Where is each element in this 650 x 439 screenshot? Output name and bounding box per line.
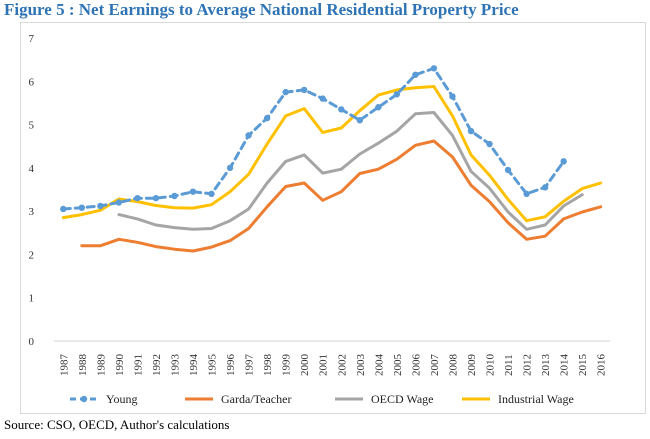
x-tick-label: 2016 [596, 354, 608, 377]
data-point-young [412, 71, 419, 78]
x-tick-label: 1987 [58, 354, 70, 377]
y-tick-label: 5 [29, 120, 35, 132]
data-point-young [486, 140, 493, 148]
data-point-young [541, 184, 549, 191]
x-tick-label: 1990 [114, 354, 126, 377]
legend-label-oecd-wage: OECD Wage [371, 392, 433, 406]
legend-label-young: Young [106, 392, 137, 406]
chart-frame [20, 22, 646, 414]
x-tick-label: 2005 [392, 354, 404, 377]
x-tick-label: 2013 [540, 354, 552, 377]
x-tick-label: 1992 [151, 354, 163, 376]
data-point-young [319, 95, 326, 102]
y-tick-label: 3 [29, 206, 35, 218]
data-point-young [467, 127, 475, 135]
data-point-young [134, 194, 141, 202]
data-point-young [78, 204, 86, 211]
data-point-young [375, 104, 382, 111]
x-tick-label: 1993 [169, 354, 181, 377]
data-point-young [152, 194, 160, 202]
data-point-young [301, 86, 308, 94]
data-point-young [504, 166, 512, 174]
figure-title: Figure 5 : Net Earnings to Average Natio… [4, 0, 519, 19]
x-tick-label: 2015 [577, 354, 589, 377]
y-tick-label: 2 [29, 249, 35, 261]
y-tick-label: 4 [29, 163, 35, 175]
legend-label-industrial-wage: Industrial Wage [498, 392, 574, 406]
data-point-young [245, 132, 252, 139]
x-tick-label: 1989 [95, 354, 107, 377]
x-tick-label: 2001 [318, 354, 330, 376]
y-tick-label: 1 [29, 293, 35, 305]
data-point-young [393, 91, 401, 98]
x-tick-label: 2002 [336, 354, 348, 376]
data-point-young [208, 190, 215, 198]
x-tick-label: 1988 [77, 354, 89, 377]
series-line-young [61, 66, 566, 211]
data-point-young [97, 202, 104, 210]
data-point-young [115, 199, 123, 206]
data-point-young [338, 106, 345, 113]
x-tick-label: 1999 [281, 354, 293, 377]
x-tick-label: 1991 [132, 354, 144, 376]
data-point-young [282, 88, 289, 96]
x-tick-label: 2008 [447, 354, 459, 377]
source-note: Source: CSO, OECD, Author's calculations [4, 417, 230, 432]
x-tick-label: 2007 [429, 354, 441, 377]
x-tick-label: 2012 [522, 354, 534, 376]
series-line-oecd-wage [117, 111, 584, 231]
y-tick-label: 7 [29, 33, 35, 45]
x-tick-label: 2011 [503, 354, 515, 376]
x-tick-label: 1998 [262, 354, 274, 377]
data-point-young [356, 117, 363, 124]
series-line-garda-teacher [80, 139, 603, 253]
data-point-young [171, 192, 178, 200]
x-tick-label: 2004 [373, 354, 385, 377]
data-point-young [263, 114, 271, 122]
x-tick-label: 1994 [188, 354, 200, 377]
x-tick-label: 1997 [244, 354, 256, 377]
data-point-young [449, 93, 456, 100]
data-point-young [430, 65, 438, 72]
series-line-industrial-wage [61, 85, 603, 223]
legend-marker-young [80, 395, 88, 403]
data-point-young [523, 190, 530, 198]
x-tick-label: 1996 [225, 354, 237, 377]
x-tick-label: 2003 [355, 354, 367, 377]
x-tick-label: 2000 [299, 354, 311, 377]
x-tick-label: 1995 [207, 354, 219, 377]
data-point-young [189, 188, 197, 195]
x-tick-label: 2009 [466, 354, 478, 377]
y-tick-label: 6 [29, 76, 35, 88]
legend-label-garda-teacher: Garda/Teacher [221, 392, 291, 406]
y-tick-label: 0 [29, 336, 35, 348]
data-point-young [60, 205, 67, 213]
x-tick-label: 2014 [559, 354, 571, 377]
data-point-young [560, 158, 567, 165]
data-point-young [226, 164, 234, 172]
x-tick-label: 2006 [410, 354, 422, 377]
x-tick-label: 2010 [485, 354, 497, 377]
